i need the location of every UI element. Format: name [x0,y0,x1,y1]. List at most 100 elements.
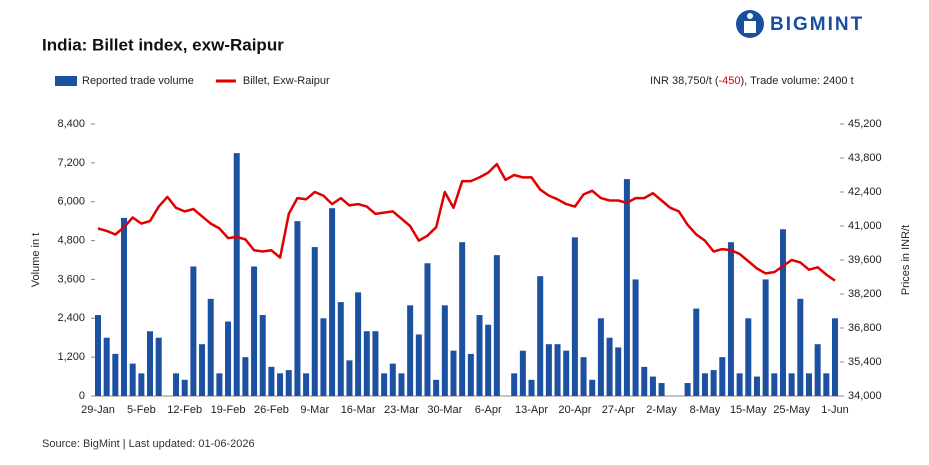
bar [173,373,180,396]
bar [632,279,639,396]
bar [563,350,570,396]
bar [372,331,379,396]
bar [710,370,717,396]
x-tick-label: 23-Mar [384,404,419,416]
bar [407,305,414,396]
annotation-change: -450 [718,75,740,87]
y2-tick-label: 45,200 [848,118,882,130]
x-tick-label: 13-Apr [515,404,548,416]
y2-tick-label: 38,200 [848,288,882,300]
y2-tick-label: 34,000 [848,390,882,402]
bar [753,376,760,396]
bar [138,373,145,396]
bar [823,373,830,396]
bar [381,373,388,396]
y2-tick-label: 35,400 [848,356,882,368]
logo: BIGMINT [736,10,864,38]
bar [641,366,648,396]
x-tick-label: 6-Apr [475,404,502,416]
legend-swatch [55,76,77,86]
bar [719,357,726,396]
bar [467,353,474,396]
bar [311,247,318,396]
bar [779,229,786,396]
x-tick-label: 9-Mar [300,404,329,416]
bar [788,373,795,396]
bar [762,279,769,396]
bar [129,363,136,396]
bar [207,298,214,396]
bar [398,373,405,396]
bar [441,305,448,396]
y-tick-label: 0 [79,390,85,402]
bar [571,237,578,396]
y-tick-label: 1,200 [57,351,85,363]
bar [519,350,526,396]
bar [485,324,492,396]
bar [684,383,691,396]
x-tick-label: 19-Feb [211,404,246,416]
bar [649,376,656,396]
bar [615,347,622,396]
annotation: INR 38,750/t (-450), Trade volume: 2400 … [650,75,854,87]
x-tick-label: 16-Mar [341,404,376,416]
bar [805,373,812,396]
x-tick-label: 25-May [773,404,810,416]
bar [121,217,128,396]
y2-tick-label: 43,800 [848,152,882,164]
x-tick-label: 20-Apr [558,404,591,416]
bar [701,373,708,396]
bar [259,315,266,396]
bar [415,334,422,396]
y2-tick-label: 39,600 [848,254,882,266]
bar [493,255,500,396]
x-tick-label: 5-Feb [127,404,156,416]
y2-tick-label: 42,400 [848,186,882,198]
legend-label: Reported trade volume [82,75,194,87]
logo-icon-body [744,21,756,33]
y-tick-label: 4,800 [57,234,85,246]
bar [329,208,336,396]
bar [433,379,440,396]
logo-text: BIGMINT [770,14,864,35]
bar [277,373,284,396]
bar [242,357,249,396]
bar [814,344,821,396]
bar [95,315,101,396]
bar [424,263,431,396]
bar [450,350,457,396]
bar [337,302,344,396]
bar [216,373,223,396]
chart-title: India: Billet index, exw-Raipur [42,35,284,54]
bar [554,344,561,396]
y-tick-label: 2,400 [57,312,85,324]
bar [693,308,700,396]
x-tick-label: 2-May [646,404,677,416]
y-tick-label: 6,000 [57,196,85,208]
bar [389,363,396,396]
source: Source: BigMint | Last updated: 01-06-20… [42,438,255,450]
bar [545,344,552,396]
y2-tick-label: 41,000 [848,220,882,232]
bar [346,360,353,396]
x-tick-label: 26-Feb [254,404,289,416]
bar [658,383,665,396]
bar [597,318,604,396]
bar [797,298,804,396]
y-tick-label: 7,200 [57,157,85,169]
bar [181,379,188,396]
y2-axis-label: Prices in INR/t [900,225,912,295]
bar [268,366,275,396]
bar [606,337,613,396]
bar [459,242,466,396]
bar [511,373,518,396]
bar [233,153,240,396]
bar [832,318,838,396]
x-tick-label: 15-May [730,404,767,416]
bar [103,337,110,396]
y-tick-label: 8,400 [57,118,85,130]
bar [771,373,778,396]
bar [190,266,197,396]
bar [225,321,232,396]
bar [363,331,370,396]
